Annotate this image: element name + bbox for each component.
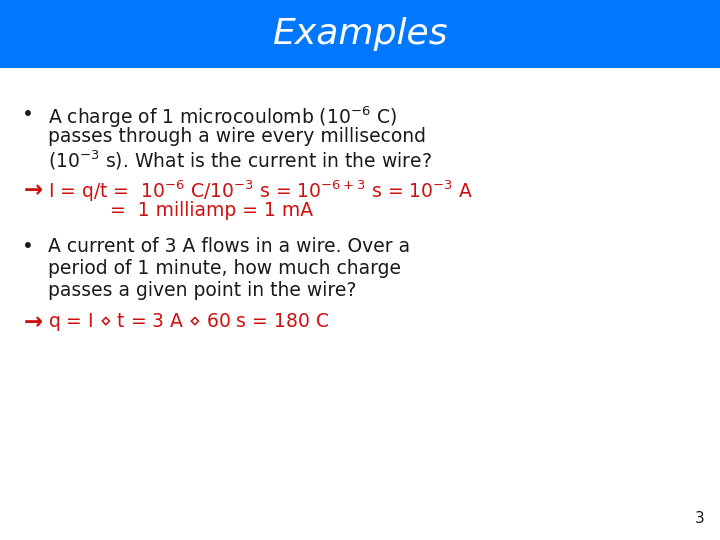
Text: •: • <box>22 105 34 124</box>
Text: passes through a wire every millisecond: passes through a wire every millisecond <box>48 127 426 146</box>
Text: q = I $\diamond$ t = 3 A $\diamond$ 60 s = 180 C: q = I $\diamond$ t = 3 A $\diamond$ 60 s… <box>48 311 329 333</box>
Text: =  1 milliamp = 1 mA: = 1 milliamp = 1 mA <box>110 201 313 220</box>
Text: (10$^{-3}$ s). What is the current in the wire?: (10$^{-3}$ s). What is the current in th… <box>48 149 432 172</box>
Text: period of 1 minute, how much charge: period of 1 minute, how much charge <box>48 259 401 278</box>
Text: A charge of 1 microcoulomb (10$^{-6}$ C): A charge of 1 microcoulomb (10$^{-6}$ C) <box>48 105 397 131</box>
Text: →: → <box>24 311 43 334</box>
Text: Examples: Examples <box>272 17 448 51</box>
Bar <box>0 0 720 68</box>
Text: I = q/t =  10$^{-6}$ C/10$^{-3}$ s = 10$^{-6+3}$ s = 10$^{-3}$ A: I = q/t = 10$^{-6}$ C/10$^{-3}$ s = 10$^… <box>48 179 473 205</box>
Text: →: → <box>24 179 43 202</box>
Text: •: • <box>22 237 34 256</box>
Text: passes a given point in the wire?: passes a given point in the wire? <box>48 281 356 300</box>
Text: 3: 3 <box>696 511 705 526</box>
Text: A current of 3 A flows in a wire. Over a: A current of 3 A flows in a wire. Over a <box>48 237 410 256</box>
